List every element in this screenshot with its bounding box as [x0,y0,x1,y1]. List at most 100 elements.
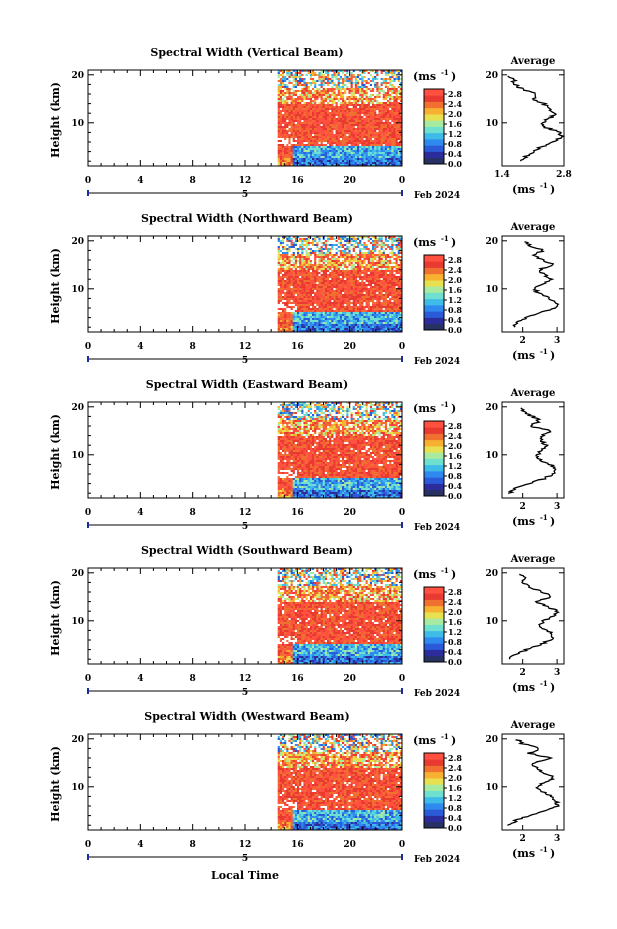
heatmap-cell [314,252,317,255]
heatmap-cell [350,254,354,257]
heatmap-cell [305,96,309,99]
heatmap-cell [378,116,381,119]
heatmap-cell [279,102,283,105]
heatmap-cell [307,254,311,257]
heatmap-cell [348,244,351,247]
heatmap-cell [339,144,343,147]
heatmap-cell [318,136,321,139]
heatmap-cell [331,258,334,261]
heatmap-cell [320,82,324,85]
heatmap-cell [339,92,343,95]
heatmap-cell [294,74,298,77]
heatmap-cell [342,250,345,253]
heatmap-cell [369,72,373,75]
heatmap-cell [380,80,384,83]
heatmap-cell [387,296,390,299]
heatmap-cell [348,100,351,103]
heatmap-cell [369,104,373,107]
x-axis-label: Local Time [211,869,279,882]
heatmap-cell [387,294,390,297]
heatmap-cell [374,74,377,77]
heatmap-cell [378,266,381,269]
heatmap-cell [346,116,349,119]
heatmap-cell [277,122,281,125]
heatmap-cell [309,150,313,153]
heatmap-cell [314,74,317,77]
heatmap-cell [399,286,403,289]
heatmap-cell [307,274,311,277]
heatmap-cell [333,118,336,121]
heatmap-cell [290,80,294,83]
heatmap-cell [292,290,296,293]
heatmap-cell [357,80,360,83]
heatmap-cell [372,258,375,261]
heatmap-cell [357,116,360,119]
heatmap-cell [279,82,283,85]
heatmap-cell [281,278,285,281]
heatmap-cell [357,288,360,291]
heatmap-cell [339,80,343,83]
heatmap-cell [352,160,356,163]
heatmap-cell [378,246,381,249]
heatmap-cell [337,108,341,111]
heatmap-cell [363,70,366,73]
heatmap-cell [350,126,354,129]
heatmap-cell [307,82,311,85]
heatmap-cell [382,246,386,249]
heatmap-cell [318,150,321,153]
heatmap-cell [331,90,334,93]
heatmap-cell [346,142,349,145]
heatmap-cell [352,102,356,105]
heatmap-cell [393,148,396,151]
heatmap-cell [320,158,324,161]
heatmap-cell [288,282,291,285]
heatmap-cell [312,294,315,297]
heatmap-cell [389,284,392,287]
heatmap-cell [281,114,285,117]
heatmap-cell [299,292,302,295]
heatmap-cell [348,246,351,249]
heatmap-cell [320,252,324,255]
heatmap-cell [309,124,313,127]
heatmap-cell [316,248,319,251]
heatmap-cell [284,266,287,269]
heatmap-cell [314,258,317,261]
heatmap-cell [292,282,296,285]
heatmap-cell [393,300,396,303]
heatmap-cell [352,84,356,87]
heatmap-cell [331,282,334,285]
heatmap-cell [389,78,392,81]
heatmap-cell [312,122,315,125]
heatmap-cell [389,260,392,263]
heatmap-cell [309,162,313,165]
heatmap-cell [294,164,298,167]
heatmap-cell [382,236,386,239]
heatmap-cell [316,236,319,239]
heatmap-cell [359,296,362,299]
heatmap-cell [327,258,330,261]
heatmap-cell [380,148,384,151]
heatmap-cell [357,272,360,275]
heatmap-cell [290,252,294,255]
heatmap-cell [344,98,347,101]
heatmap-cell [335,290,339,293]
heatmap-cell [316,276,319,279]
heatmap-cell [327,284,330,287]
heatmap-cell [335,132,339,135]
heatmap-cell [292,242,296,245]
heatmap-cell [277,134,281,137]
heatmap-cell [324,140,328,143]
heatmap-cell [288,294,291,297]
heatmap-cell [361,240,364,243]
heatmap-cell [309,270,313,273]
heatmap-cell [318,124,321,127]
heatmap-cell [367,142,371,145]
heatmap-cell [327,164,330,167]
heatmap-cell [380,240,384,243]
heatmap-cell [395,86,399,89]
heatmap-cell [374,112,377,115]
heatmap-cell [395,94,399,97]
heatmap-cell [277,72,281,75]
heatmap-cell [380,266,384,269]
heatmap-cell [337,122,341,125]
